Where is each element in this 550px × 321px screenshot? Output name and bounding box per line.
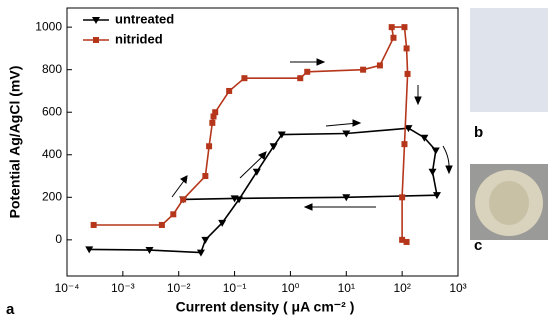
legend-label: untreated [115, 11, 174, 26]
x-tick-label: 10² [393, 281, 410, 295]
marker [342, 194, 351, 202]
marker [360, 66, 367, 73]
y-tick-label: 800 [42, 62, 62, 76]
marker [170, 211, 177, 218]
marker [431, 147, 440, 155]
marker [399, 194, 406, 201]
marker [230, 195, 239, 203]
marker [234, 196, 243, 204]
x-tick-label: 10⁰ [281, 281, 299, 295]
marker [269, 143, 278, 151]
marker [196, 249, 205, 257]
x-tick-label: 10⁻¹ [223, 281, 247, 295]
x-tick-label: 10⁻³ [111, 281, 135, 295]
marker [158, 221, 165, 228]
marker [342, 130, 351, 138]
y-tick-label: 400 [42, 147, 62, 161]
y-tick-label: 200 [42, 189, 62, 203]
photo-c-inner [489, 181, 529, 225]
marker [376, 62, 383, 69]
marker [404, 125, 413, 133]
y-tick-label: 600 [42, 104, 62, 118]
marker [388, 24, 395, 31]
panel-label: a [6, 301, 15, 318]
marker [304, 68, 311, 75]
marker [252, 168, 261, 176]
x-tick-label: 10³ [449, 281, 466, 295]
marker [403, 45, 410, 52]
marker [93, 37, 99, 43]
marker [399, 236, 406, 243]
y-axis-title: Potential Ag/AgCl (mV) [7, 66, 23, 219]
panel-label: b [474, 124, 483, 141]
x-axis-title: Current density ( μA cm⁻² ) [176, 299, 355, 315]
y-tick-label: 0 [55, 232, 62, 246]
marker [210, 113, 217, 120]
marker [209, 119, 216, 126]
marker [390, 34, 397, 41]
marker [92, 17, 100, 24]
marker [90, 221, 97, 228]
arrows [171, 58, 453, 211]
marker [401, 24, 408, 31]
series-line [93, 26, 409, 243]
panel-label: c [474, 237, 482, 254]
marker [212, 109, 219, 116]
legend-label: nitrided [115, 31, 163, 46]
marker [85, 246, 94, 254]
x-tick-label: 10⁻⁴ [55, 281, 80, 295]
marker [420, 134, 429, 142]
marker [432, 192, 441, 200]
marker [277, 131, 286, 139]
marker [428, 168, 437, 176]
marker [241, 75, 248, 82]
marker [297, 75, 304, 82]
marker [201, 236, 210, 244]
plot-frame [66, 7, 459, 277]
x-tick-label: 10¹ [338, 281, 355, 295]
series-line [89, 127, 438, 254]
marker [226, 87, 233, 94]
marker [403, 238, 410, 245]
marker [180, 196, 187, 203]
marker [202, 173, 209, 180]
y-tick-label: 1000 [35, 19, 62, 33]
photo-b [470, 8, 548, 112]
marker [218, 219, 227, 227]
marker [206, 143, 213, 150]
marker [401, 141, 408, 148]
marker [145, 247, 154, 255]
x-tick-label: 10⁻² [167, 281, 191, 295]
marker [404, 70, 411, 77]
